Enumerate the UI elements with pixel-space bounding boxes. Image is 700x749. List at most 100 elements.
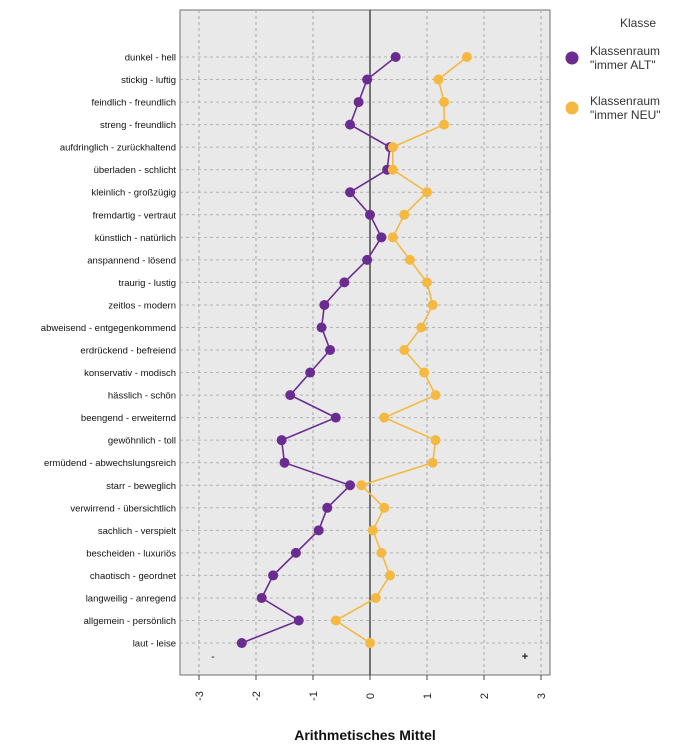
category-labels: dunkel - hell stickig - luftig feindlich -… — [41, 53, 177, 650]
category-label-17: gewöhnlich - toll — [108, 436, 176, 447]
series-1-point-4 — [387, 142, 398, 153]
series-1-point-10 — [422, 277, 432, 288]
series-1-point-3 — [439, 119, 450, 130]
series-0-point-22 — [290, 547, 301, 558]
series-0-point-20 — [322, 502, 333, 513]
x-tick-label-0: -3 — [194, 691, 206, 701]
legend-title: Klasse — [620, 16, 656, 30]
legend-marker-1 — [565, 101, 579, 115]
legend-marker-0 — [565, 51, 579, 65]
series-0-point-24 — [256, 592, 267, 603]
series-0-point-23 — [268, 570, 279, 581]
series-1-point-15 — [430, 390, 441, 401]
series-0-point-3 — [345, 119, 356, 130]
series-1-point-20 — [379, 502, 390, 513]
minus-annotation: - — [211, 651, 215, 663]
category-label-19: starr - beweglich — [106, 481, 176, 492]
series-1-point-26 — [365, 638, 375, 649]
category-label-25: allgemein - persönlich — [84, 616, 176, 627]
series-1-point-1 — [433, 74, 444, 85]
series-0-point-25 — [293, 615, 304, 626]
series-1-point-21 — [367, 525, 378, 536]
plus-annotation: + — [522, 651, 528, 663]
legend-label-0-line2: "immer ALT" — [590, 58, 656, 72]
category-label-16: beengend - erweiternd — [81, 413, 176, 424]
category-label-21: sachlich - verspielt — [98, 526, 176, 537]
x-tick-label-6: 3 — [536, 693, 548, 699]
series-1-point-2 — [439, 97, 450, 108]
legend-label-0-line1: Klassenraum — [590, 44, 660, 58]
category-label-5: überladen - schlicht — [94, 165, 177, 176]
legend-label-1-line1: Klassenraum — [590, 94, 660, 108]
series-1-point-9 — [404, 254, 415, 265]
category-label-3: streng - freundlich — [100, 120, 176, 131]
series-1-point-19 — [356, 480, 367, 491]
series-1-point-18 — [427, 457, 438, 468]
category-label-10: traurig - lustig — [118, 278, 176, 289]
category-label-20: verwirrend - übersichtlich — [70, 503, 176, 514]
category-label-24: langweilig - anregend — [86, 593, 176, 604]
category-label-22: bescheiden - luxuriös — [86, 548, 176, 559]
series-0-point-10 — [339, 277, 350, 288]
x-tick-label-1: -2 — [251, 691, 263, 701]
category-label-18: ermüdend - abwechslungsreich — [44, 458, 176, 469]
series-0-point-12 — [316, 322, 327, 333]
x-tick-label-5: 2 — [479, 693, 491, 699]
category-label-4: aufdringlich - zurückhaltend — [60, 143, 176, 154]
series-0-point-1 — [362, 74, 373, 85]
series-1-point-11 — [427, 299, 438, 310]
series-1-point-12 — [416, 322, 427, 333]
x-tick-label-3: 0 — [365, 693, 377, 699]
series-0-point-9 — [362, 254, 373, 265]
series-1-point-7 — [399, 209, 410, 220]
series-0-point-17 — [276, 435, 287, 446]
category-label-9: anspannend - lösend — [87, 255, 176, 266]
category-label-14: konservativ - modisch — [84, 368, 176, 379]
category-label-1: stickig - luftig — [121, 75, 176, 86]
category-label-15: hässlich - schön — [108, 391, 176, 402]
category-label-12: abweisend - entgegenkommend — [41, 323, 176, 334]
category-label-23: chaotisch - geordnet — [90, 571, 176, 582]
category-label-2: feindlich - freundlich — [92, 98, 177, 109]
series-0-point-8 — [376, 232, 387, 243]
series-0-point-0 — [390, 52, 401, 62]
series-0-point-6 — [345, 187, 356, 198]
series-1-point-22 — [376, 547, 387, 558]
series-1-point-0 — [461, 52, 472, 62]
series-1-point-24 — [370, 592, 381, 603]
series-0-point-11 — [319, 299, 330, 310]
series-1-point-16 — [379, 412, 390, 423]
series-0-point-18 — [279, 457, 290, 468]
plot-background — [179, 9, 551, 676]
series-0-point-2 — [353, 97, 364, 108]
legend: Klasse Klassenraum"immer ALT"Klassenraum… — [565, 16, 661, 122]
series-1-point-6 — [422, 187, 432, 198]
series-0-point-13 — [325, 345, 336, 356]
series-1-point-5 — [387, 164, 398, 175]
x-tick-label-4: 1 — [422, 693, 434, 699]
legend-label-1-line2: "immer NEU" — [590, 108, 661, 122]
series-0-point-15 — [285, 390, 296, 401]
series-1-point-14 — [419, 367, 430, 378]
series-1-point-23 — [384, 570, 395, 581]
series-0-point-14 — [305, 367, 316, 378]
category-label-7: fremdartig - vertraut — [93, 210, 177, 221]
series-1-point-13 — [399, 345, 410, 356]
category-label-6: kleinlich - großzügig — [92, 188, 176, 199]
category-label-0: dunkel - hell — [125, 53, 176, 64]
series-1-point-17 — [430, 435, 441, 446]
series-0-point-26 — [236, 638, 247, 649]
x-tick-label-2: -1 — [308, 691, 320, 701]
category-label-13: erdrückend - befreiend — [80, 346, 176, 357]
category-label-8: künstlich - natürlich — [95, 233, 176, 244]
category-label-11: zeitlos - modern — [108, 300, 176, 311]
series-0-point-16 — [330, 412, 341, 423]
x-axis-title: Arithmetisches Mittel — [294, 727, 436, 743]
x-axis-ticks: -3 -2 -1 0 1 2 3 — [194, 675, 548, 701]
series-0-point-19 — [345, 480, 356, 491]
series-lines — [236, 52, 472, 649]
category-label-26: laut - leise — [133, 639, 176, 650]
series-1-point-8 — [387, 232, 398, 243]
series-0-point-7 — [365, 209, 375, 220]
